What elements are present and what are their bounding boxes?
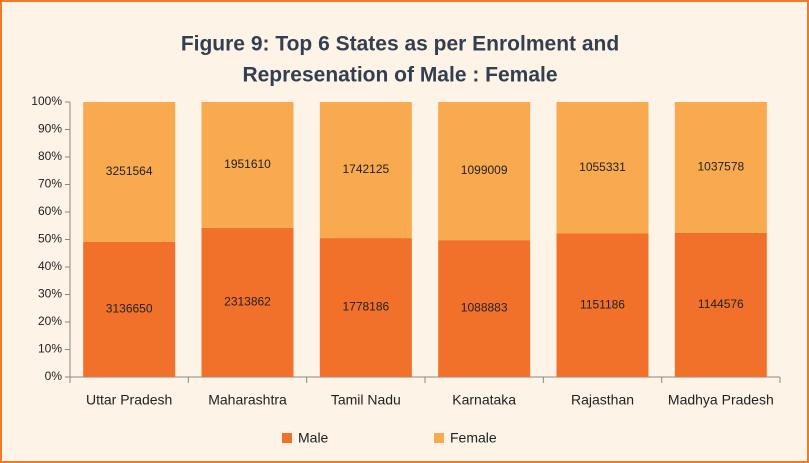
- data-label: 2313862: [224, 295, 271, 309]
- bar-segment: [83, 241, 176, 377]
- data-label: 1951610: [224, 157, 271, 171]
- chart-title: Represenation of Male : Female: [242, 64, 557, 87]
- bar-segment: [83, 102, 176, 242]
- data-label: 3251564: [106, 164, 153, 178]
- y-tick-label: 20%: [38, 314, 62, 328]
- x-tick-label: Maharashtra: [208, 392, 287, 408]
- x-tick-label: Uttar Pradesh: [86, 392, 172, 408]
- y-tick-label: 90%: [38, 122, 62, 136]
- bar-segment: [319, 238, 412, 377]
- y-tick-label: 50%: [38, 232, 62, 246]
- y-tick-label: 10%: [38, 342, 62, 356]
- data-label: 1144576: [698, 297, 744, 311]
- y-tick-label: 30%: [38, 287, 62, 301]
- x-tick-label: Tamil Nadu: [331, 392, 401, 408]
- data-label: 1151186: [580, 297, 625, 311]
- legend-label: Male: [298, 430, 329, 446]
- data-label: 1099009: [461, 163, 508, 177]
- bar-segment: [201, 102, 294, 228]
- legend-label: Female: [450, 430, 497, 446]
- x-tick-label: Rajasthan: [571, 392, 634, 408]
- data-label: 1778186: [342, 300, 389, 314]
- y-tick-label: 40%: [38, 259, 62, 273]
- y-tick-label: 80%: [38, 149, 62, 163]
- bar-segment: [674, 232, 767, 377]
- data-label: 1088883: [461, 301, 508, 315]
- y-tick-label: 60%: [38, 204, 62, 218]
- bar-segment: [438, 240, 531, 377]
- legend-swatch: [282, 433, 292, 443]
- data-label: 1037578: [697, 160, 744, 174]
- x-tick-label: Karnataka: [452, 392, 516, 408]
- data-label: 3136650: [106, 302, 153, 316]
- bar-segment: [556, 102, 649, 234]
- y-tick-label: 0%: [45, 369, 63, 383]
- bar-segment: [556, 233, 649, 377]
- y-tick-label: 70%: [38, 177, 62, 191]
- data-label: 1055331: [579, 160, 626, 174]
- bar-segment: [201, 227, 294, 377]
- bar-segment: [438, 102, 531, 241]
- x-tick-label: Madhya Pradesh: [668, 392, 774, 408]
- chart-title: Figure 9: Top 6 States as per Enrolment …: [181, 33, 619, 56]
- data-label: 1742125: [342, 162, 389, 176]
- bar-segment: [319, 102, 412, 239]
- bar-segment: [674, 102, 767, 233]
- y-tick-label: 100%: [31, 94, 62, 108]
- legend-swatch: [434, 433, 444, 443]
